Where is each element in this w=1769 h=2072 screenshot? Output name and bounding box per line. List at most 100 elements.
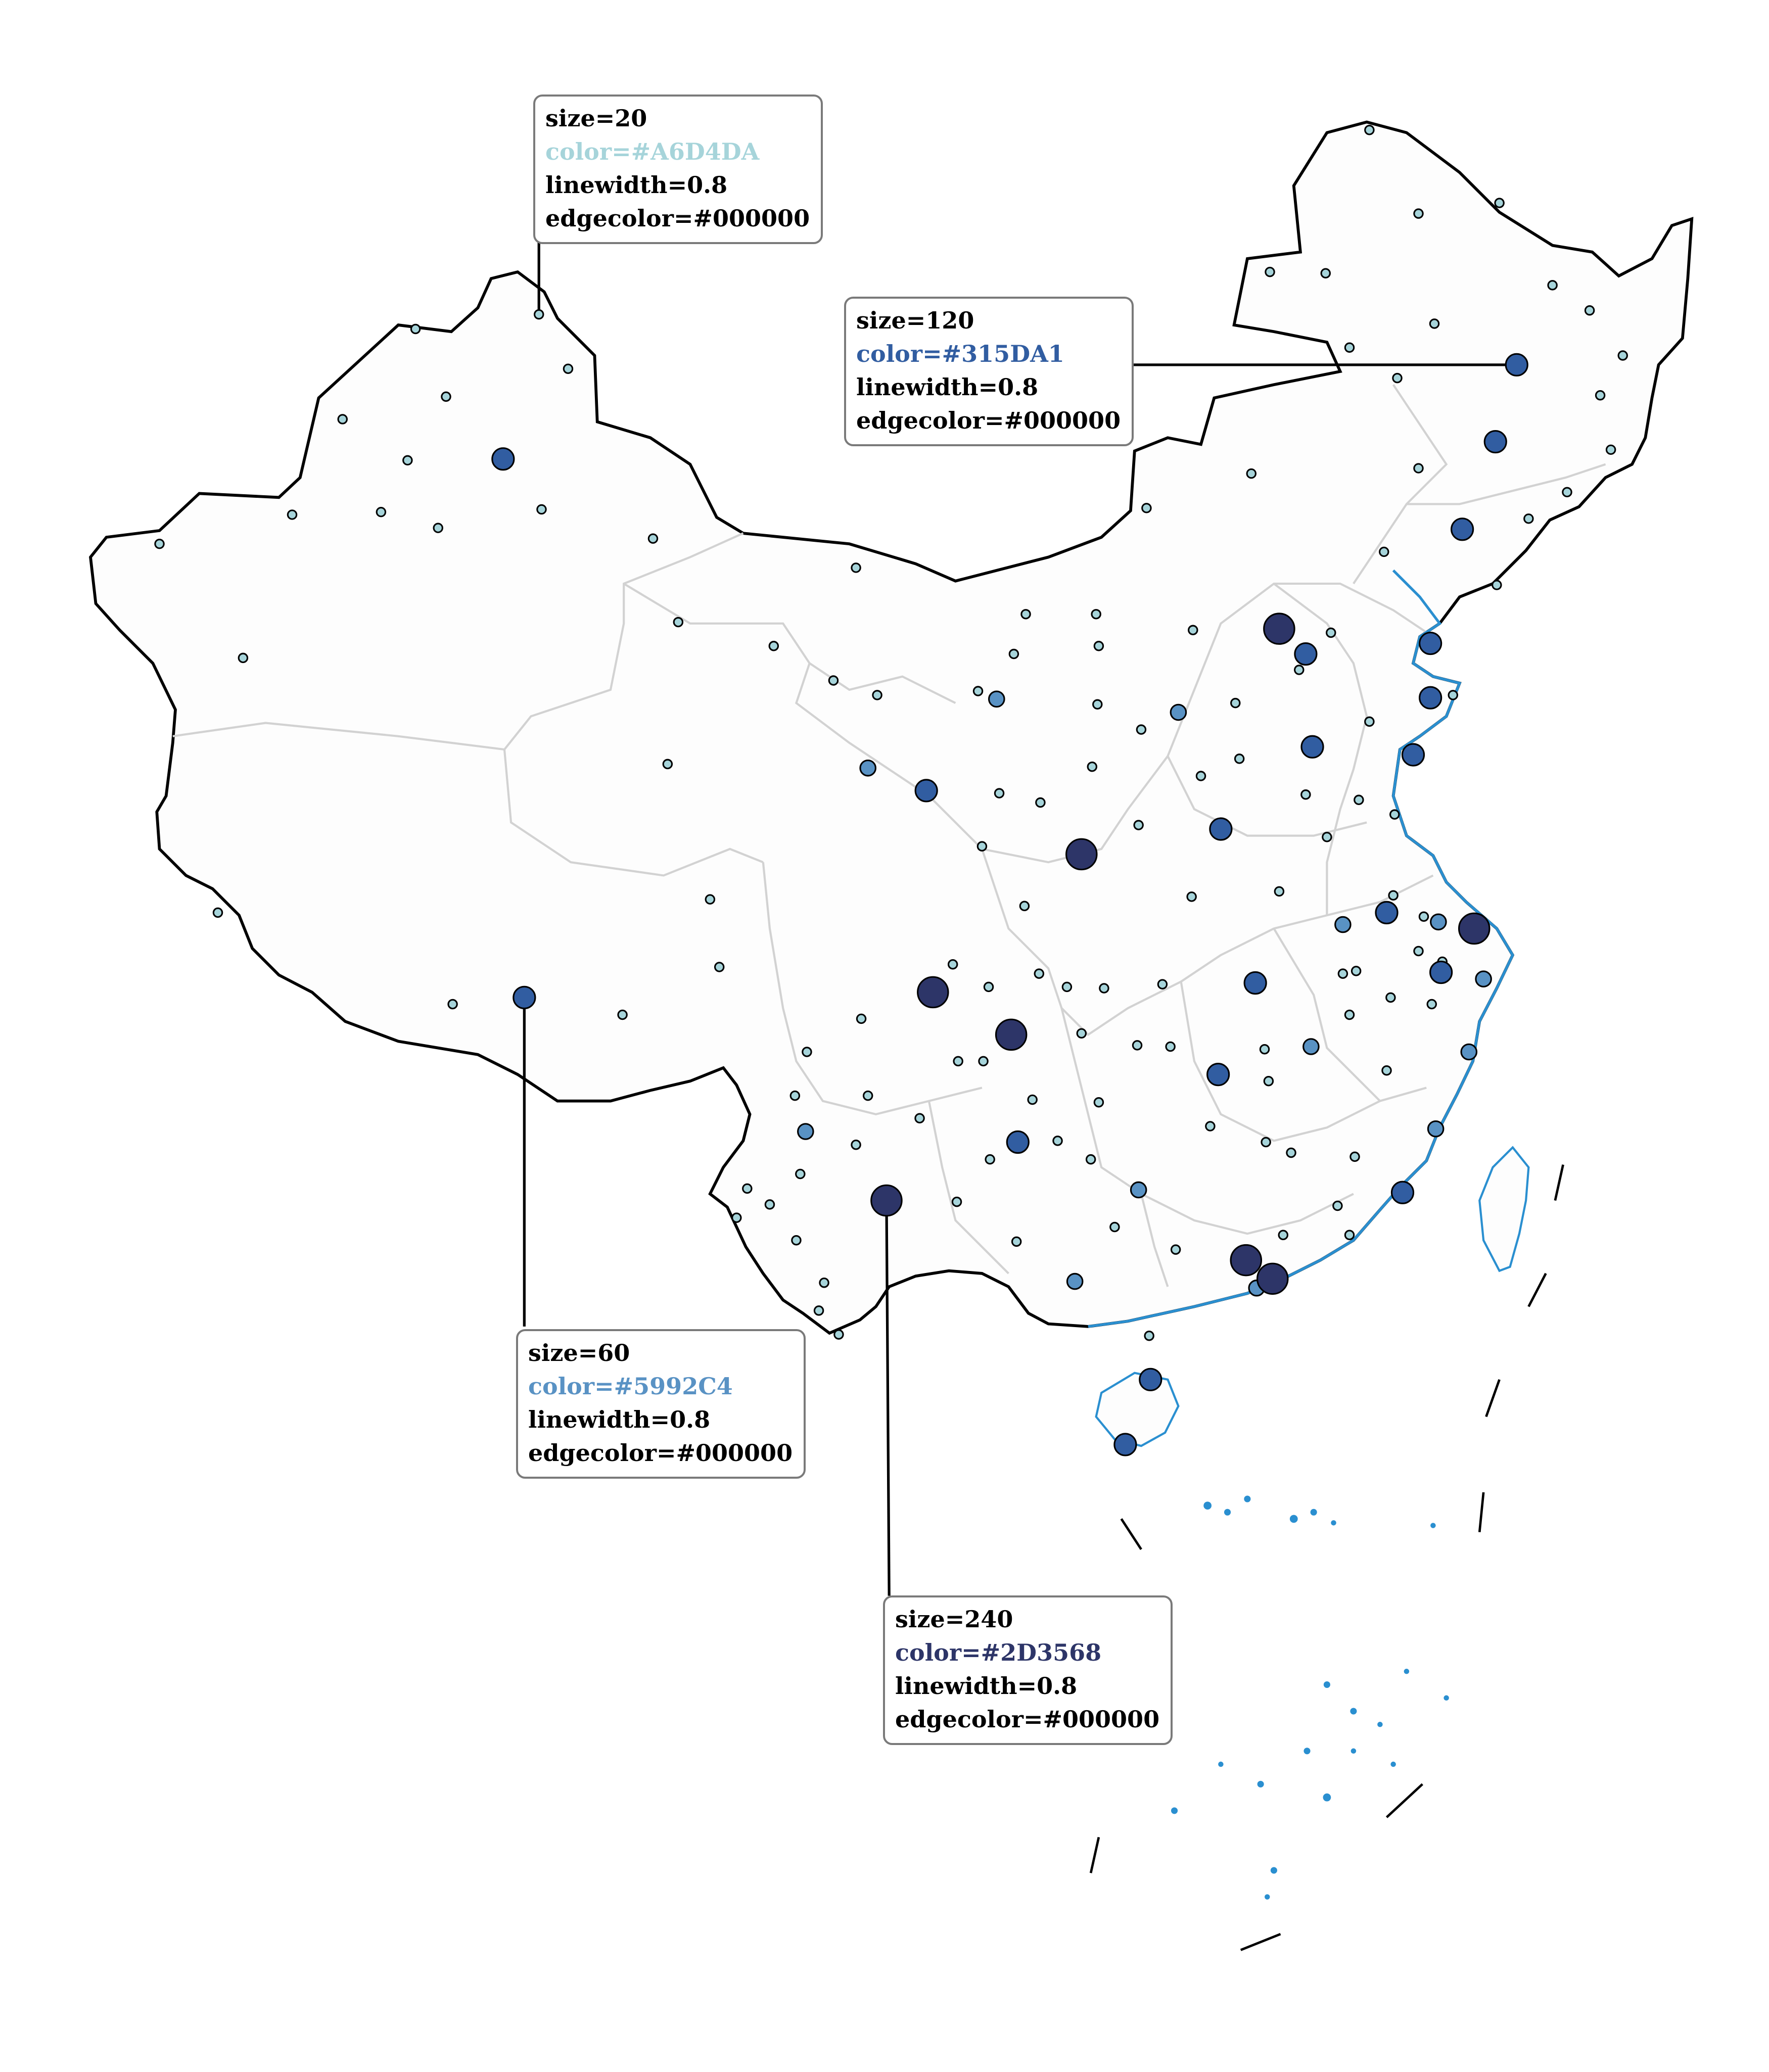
- city-marker-s60: [1170, 703, 1187, 721]
- city-marker-s20: [1165, 1041, 1176, 1052]
- city-marker-s20: [1234, 754, 1245, 764]
- city-marker-s20: [563, 363, 574, 374]
- city-marker-s120: [1006, 1130, 1030, 1154]
- city-marker-s60: [1302, 1038, 1320, 1055]
- city-marker-s20: [1230, 697, 1241, 709]
- city-marker-s20: [1426, 999, 1437, 1010]
- city-marker-s20: [1547, 280, 1558, 291]
- city-marker-s20: [402, 455, 413, 466]
- city-marker-s20: [1605, 444, 1616, 455]
- city-marker-s20: [533, 309, 544, 320]
- city-marker-s60: [797, 1123, 814, 1140]
- city-marker-s20: [1413, 946, 1424, 957]
- city-marker-s20: [1381, 1065, 1392, 1076]
- city-marker-s120: [914, 779, 938, 803]
- city-marker-s20: [662, 759, 673, 770]
- city-marker-s20: [1008, 648, 1019, 660]
- city-marker-s20: [1392, 372, 1403, 384]
- city-marker-s120: [1429, 960, 1453, 984]
- city-marker-s20: [617, 1009, 628, 1020]
- city-marker-s120: [1243, 971, 1267, 995]
- legend-color-label: color=#5992C4: [528, 1373, 733, 1400]
- city-marker-s240: [995, 1018, 1028, 1051]
- city-marker-s120: [1505, 353, 1528, 376]
- city-marker-s240: [917, 976, 949, 1009]
- city-marker-s20: [1265, 266, 1275, 277]
- callout-leaders: [523, 232, 1517, 1596]
- legend-color-label: color=#A6D4DA: [545, 138, 760, 165]
- city-marker-s20: [1379, 546, 1389, 557]
- city-marker-s20: [951, 1196, 962, 1207]
- city-marker-s20: [287, 509, 298, 520]
- city-marker-s60: [859, 759, 876, 777]
- city-marker-s20: [1144, 1330, 1154, 1341]
- legend-callout-size-20: size=20 color=#A6D4DA linewidth=0.8 edge…: [533, 95, 823, 244]
- city-marker-s20: [447, 999, 458, 1010]
- legend-color-label: color=#315DA1: [856, 340, 1064, 367]
- city-marker-s20: [1562, 487, 1572, 498]
- city-marker-s20: [337, 414, 348, 425]
- city-marker-s20: [1263, 1076, 1274, 1087]
- city-marker-s20: [813, 1305, 824, 1316]
- city-marker-s60: [988, 690, 1005, 708]
- legend-edgecolor-label: edgecolor=#000000: [895, 1706, 1160, 1733]
- city-marker-s20: [872, 690, 882, 700]
- city-marker-s20: [1322, 832, 1332, 842]
- city-marker-s20: [536, 504, 547, 515]
- city-marker-s20: [1389, 809, 1400, 820]
- city-marker-s20: [1326, 627, 1336, 638]
- city-marker-s20: [976, 841, 988, 852]
- city-marker-s20: [947, 959, 958, 970]
- city-marker-s20: [1052, 1136, 1063, 1146]
- city-marker-s20: [953, 1056, 963, 1067]
- coastline: [1088, 569, 1514, 1328]
- city-marker-s20: [1448, 690, 1458, 700]
- city-marker-s60: [1427, 1120, 1445, 1138]
- legend-edgecolor-label: edgecolor=#000000: [528, 1439, 793, 1467]
- city-marker-s240: [1230, 1244, 1263, 1277]
- city-marker-s120: [1206, 1063, 1230, 1087]
- city-marker-s20: [851, 562, 861, 573]
- city-marker-s240: [1458, 912, 1491, 945]
- city-marker-s20: [1259, 1044, 1270, 1055]
- hainan-island: [1095, 1372, 1180, 1447]
- city-marker-s20: [1133, 820, 1144, 830]
- city-marker-s20: [1027, 1094, 1038, 1105]
- city-marker-s20: [1092, 699, 1103, 710]
- city-marker-s20: [1584, 305, 1595, 316]
- city-marker-s120: [491, 447, 515, 471]
- legend-linewidth-label: linewidth=0.8: [545, 171, 728, 199]
- city-marker-s20: [1205, 1121, 1216, 1132]
- city-marker-s20: [983, 981, 994, 993]
- city-marker-s20: [1195, 771, 1206, 781]
- city-marker-s20: [994, 788, 1005, 798]
- city-marker-s20: [1034, 968, 1045, 979]
- city-marker-s20: [1186, 891, 1197, 902]
- city-marker-s20: [1141, 503, 1152, 513]
- city-marker-s20: [1595, 390, 1606, 401]
- city-marker-s20: [1364, 124, 1375, 135]
- city-marker-s20: [1278, 1230, 1289, 1240]
- city-marker-s20: [705, 894, 716, 905]
- legend-linewidth-label: linewidth=0.8: [856, 373, 1039, 401]
- city-marker-s20: [1332, 1200, 1343, 1211]
- city-marker-s20: [1157, 979, 1168, 990]
- city-marker-s20: [1093, 1097, 1104, 1108]
- city-marker-s20: [764, 1199, 775, 1210]
- city-marker-s20: [1274, 886, 1285, 897]
- city-marker-s20: [1388, 890, 1399, 901]
- city-marker-s120: [1390, 1181, 1415, 1204]
- city-marker-s60: [1066, 1273, 1084, 1290]
- city-marker-s20: [851, 1140, 861, 1150]
- city-marker-s120: [1300, 735, 1324, 759]
- city-marker-s20: [1099, 983, 1109, 994]
- city-marker-s20: [1011, 1236, 1022, 1247]
- legend-size-label: size=60: [528, 1339, 630, 1367]
- legend-edgecolor-label: edgecolor=#000000: [545, 205, 810, 232]
- city-marker-s20: [1523, 513, 1534, 524]
- city-marker-s120: [1294, 642, 1318, 666]
- city-marker-s20: [1494, 198, 1505, 208]
- city-marker-s60: [1334, 916, 1352, 933]
- city-marker-s20: [1492, 580, 1502, 590]
